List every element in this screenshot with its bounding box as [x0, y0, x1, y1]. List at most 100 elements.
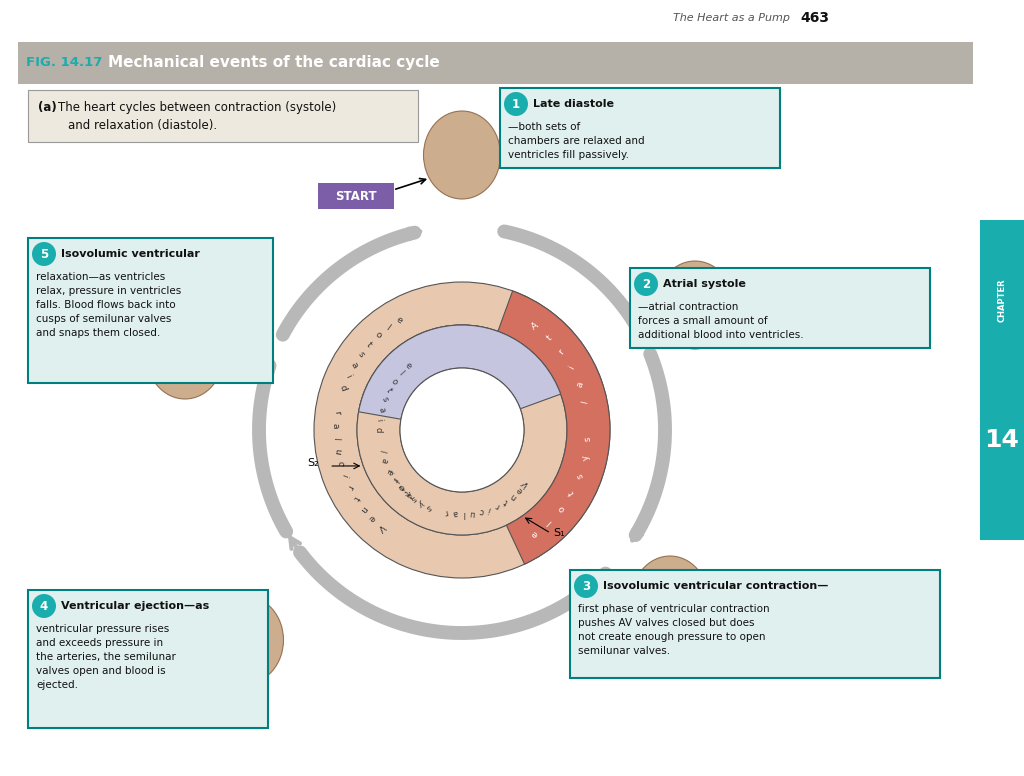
Text: a: a — [376, 406, 386, 413]
Text: 4: 4 — [40, 600, 48, 612]
Text: i: i — [567, 364, 577, 371]
Text: l: l — [377, 449, 386, 453]
Text: 1: 1 — [512, 98, 520, 110]
Text: d: d — [374, 428, 383, 433]
Text: ejected.: ejected. — [36, 680, 78, 690]
Circle shape — [32, 242, 56, 266]
Text: r: r — [344, 483, 354, 491]
Wedge shape — [358, 325, 561, 419]
Text: o: o — [395, 481, 406, 491]
Text: l: l — [390, 476, 399, 483]
FancyBboxPatch shape — [500, 88, 780, 168]
Text: Atrial systole: Atrial systole — [663, 279, 745, 289]
Text: y: y — [581, 454, 591, 462]
Wedge shape — [498, 291, 610, 564]
Text: Isovolumic ventricular contraction—: Isovolumic ventricular contraction— — [603, 581, 828, 591]
Text: 463: 463 — [800, 11, 829, 25]
Text: l: l — [581, 400, 590, 404]
Text: t: t — [350, 494, 360, 502]
FancyBboxPatch shape — [28, 90, 418, 142]
Text: 14: 14 — [984, 428, 1020, 452]
Text: o: o — [373, 330, 383, 341]
Text: i: i — [375, 418, 384, 421]
Text: first phase of ventricular contraction: first phase of ventricular contraction — [578, 604, 770, 614]
Text: CHAPTER: CHAPTER — [997, 278, 1007, 322]
Text: l: l — [384, 323, 392, 332]
Text: t: t — [567, 489, 577, 497]
Text: a: a — [574, 380, 585, 389]
Text: n: n — [508, 490, 518, 501]
Text: l: l — [396, 369, 404, 377]
Text: r: r — [389, 475, 399, 483]
Text: t: t — [365, 340, 374, 348]
Ellipse shape — [632, 556, 709, 644]
Text: c: c — [335, 459, 345, 467]
Text: e: e — [384, 467, 395, 476]
Text: Ventricular ejection—as: Ventricular ejection—as — [61, 601, 209, 611]
Text: Mechanical events of the cardiac cycle: Mechanical events of the cardiac cycle — [108, 56, 439, 71]
Text: valves open and blood is: valves open and blood is — [36, 666, 166, 676]
Text: The heart cycles between contraction (systole): The heart cycles between contraction (sy… — [58, 101, 336, 113]
Wedge shape — [357, 325, 567, 535]
Text: semilunar valves.: semilunar valves. — [578, 646, 670, 656]
Text: s: s — [409, 493, 418, 503]
Text: s: s — [379, 396, 389, 404]
Text: s: s — [574, 472, 585, 480]
Circle shape — [504, 92, 528, 116]
Text: the arteries, the semilunar: the arteries, the semilunar — [36, 652, 176, 662]
Text: a: a — [379, 456, 389, 465]
Text: pushes AV valves closed but does: pushes AV valves closed but does — [578, 618, 755, 628]
Text: r: r — [443, 508, 449, 517]
Ellipse shape — [424, 111, 501, 199]
Text: 3: 3 — [582, 580, 590, 593]
Text: S₁: S₁ — [553, 528, 564, 539]
Text: e: e — [403, 361, 414, 371]
Text: s: s — [425, 501, 433, 511]
FancyBboxPatch shape — [980, 220, 1024, 540]
Text: cusps of semilunar valves: cusps of semilunar valves — [36, 314, 171, 324]
Text: l: l — [545, 518, 553, 526]
Circle shape — [32, 594, 56, 618]
FancyBboxPatch shape — [28, 238, 273, 383]
Text: l: l — [463, 509, 465, 518]
Text: t: t — [396, 483, 406, 491]
Text: u: u — [469, 508, 476, 518]
Text: A: A — [529, 321, 540, 332]
Text: r: r — [332, 411, 341, 415]
Text: i: i — [384, 466, 393, 473]
Ellipse shape — [656, 261, 733, 349]
Text: —both sets of: —both sets of — [508, 122, 581, 132]
Text: c: c — [478, 506, 484, 516]
FancyBboxPatch shape — [318, 183, 394, 209]
Text: t: t — [384, 386, 393, 393]
Text: V: V — [520, 479, 531, 489]
Text: a: a — [331, 422, 340, 428]
Text: l: l — [331, 437, 340, 440]
Text: additional blood into ventricles.: additional blood into ventricles. — [638, 330, 804, 340]
Text: t: t — [545, 334, 553, 343]
Text: and exceeds pressure in: and exceeds pressure in — [36, 638, 163, 648]
Text: t: t — [502, 497, 510, 506]
Text: u: u — [333, 447, 342, 455]
FancyBboxPatch shape — [630, 268, 930, 348]
Text: The Heart as a Pump: The Heart as a Pump — [673, 13, 790, 23]
Text: d: d — [338, 383, 348, 392]
Text: a: a — [452, 508, 458, 518]
Text: —atrial contraction: —atrial contraction — [638, 302, 738, 312]
Text: s: s — [584, 437, 593, 442]
Text: FIG. 14.17: FIG. 14.17 — [26, 57, 102, 70]
Circle shape — [400, 368, 524, 492]
Circle shape — [574, 574, 598, 598]
Text: V: V — [376, 521, 386, 532]
FancyBboxPatch shape — [28, 590, 268, 728]
Text: o: o — [556, 503, 567, 513]
Ellipse shape — [146, 311, 223, 399]
Text: e: e — [394, 315, 403, 326]
Text: i: i — [339, 473, 348, 478]
Text: e: e — [515, 485, 525, 495]
Text: ventricular pressure rises: ventricular pressure rises — [36, 624, 169, 634]
Ellipse shape — [207, 596, 284, 684]
Text: s: s — [355, 350, 366, 359]
Text: START: START — [335, 189, 377, 203]
Text: falls. Blood flows back into: falls. Blood flows back into — [36, 300, 176, 310]
